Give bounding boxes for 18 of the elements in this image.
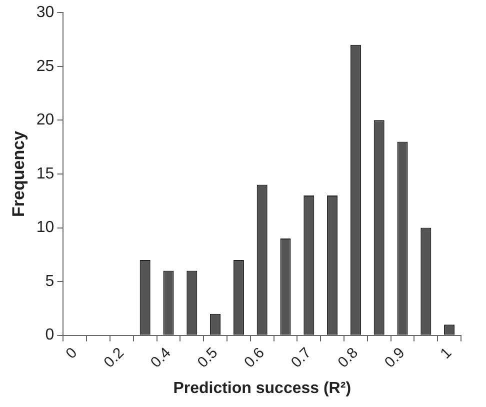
- x-tick-label: 0.2: [100, 344, 128, 372]
- x-tick-label: 0.8: [334, 344, 362, 372]
- y-tick-label: 10: [36, 219, 54, 236]
- x-tick-label: 1: [437, 344, 456, 362]
- y-tick-label: 15: [36, 165, 54, 182]
- y-tick-label: 20: [36, 112, 54, 129]
- y-tick-label: 5: [45, 272, 54, 290]
- x-tick-label: 0.6: [241, 344, 268, 372]
- y-axis-title: Frequency: [8, 130, 28, 217]
- y-tick-label: 0: [45, 326, 54, 344]
- x-tick-label: 0.4: [147, 344, 174, 372]
- x-tick-label: 0.5: [194, 344, 222, 372]
- x-axis-title: Prediction success (R²): [173, 380, 352, 397]
- x-tick-label: 0.9: [381, 344, 408, 372]
- y-tick-label: 25: [36, 58, 54, 75]
- y-tick-label: 30: [36, 4, 54, 22]
- x-tick-label: 0: [62, 344, 81, 362]
- x-tick-label: 0.7: [288, 344, 315, 372]
